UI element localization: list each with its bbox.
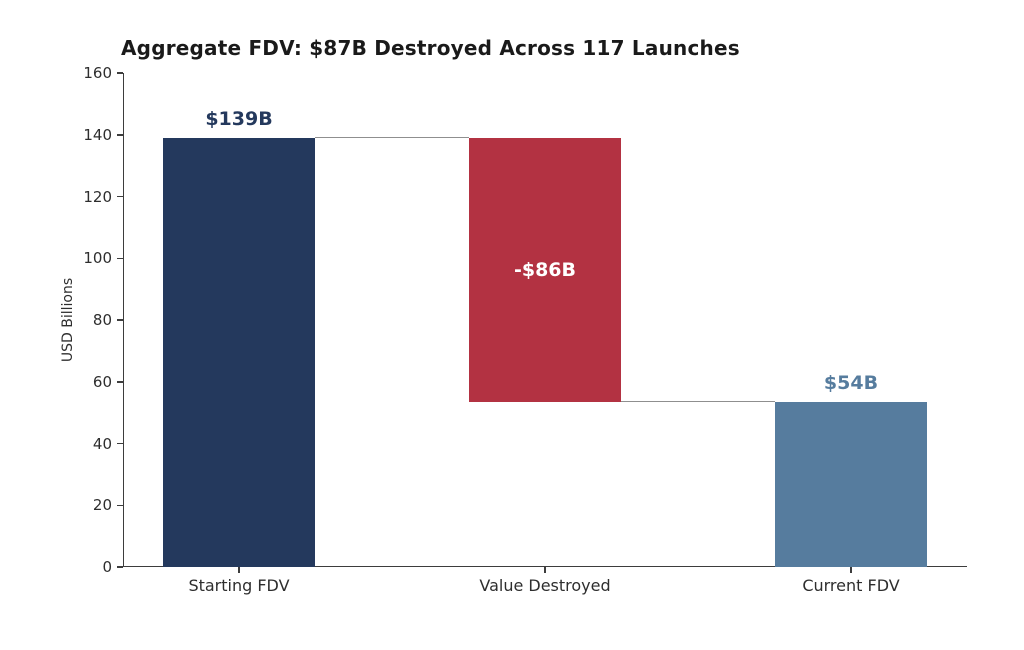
waterfall-connector-1 — [621, 401, 775, 403]
y-tick-mark-80 — [117, 319, 123, 321]
bar-value-destroyed — [469, 137, 621, 402]
x-tick-mark-1 — [544, 567, 546, 573]
y-tick-label-20: 20 — [92, 496, 112, 515]
bar-value-label-1: -$86B — [513, 258, 577, 281]
chart-title: Aggregate FDV: $87B Destroyed Across 117… — [121, 36, 740, 60]
y-tick-label-100: 100 — [83, 249, 112, 268]
y-tick-mark-40 — [117, 442, 123, 445]
waterfall-connector-0 — [315, 137, 469, 139]
y-tick-label-120: 120 — [83, 187, 112, 206]
y-tick-mark-0 — [117, 566, 123, 568]
bar-value-label-0: $139B — [205, 107, 273, 130]
y-tick-label-160: 160 — [83, 64, 112, 82]
y-tick-label-80: 80 — [92, 311, 112, 329]
y-tick-label-0: 0 — [102, 558, 112, 576]
plot-area: 0 20 40 60 80 100 120 140 160 $139B Starting FDV -$… — [83, 65, 967, 595]
y-tick-label-60: 60 — [92, 372, 112, 391]
x-tick-mark-0 — [238, 567, 240, 573]
x-tick-label-0: Starting FDV — [188, 576, 290, 595]
x-tick-label-1: Value Destroyed — [479, 576, 611, 595]
bar-value-label-2: $54B — [823, 371, 879, 394]
y-tick-mark-140 — [117, 134, 123, 136]
y-tick-mark-100 — [117, 257, 123, 259]
y-tick-mark-160 — [117, 72, 123, 74]
y-tick-mark-60 — [117, 381, 123, 383]
bar-current-fdv — [775, 401, 927, 567]
y-tick-mark-120 — [117, 195, 123, 198]
y-tick-label-40: 40 — [92, 434, 112, 453]
x-tick-mark-2 — [850, 567, 852, 573]
x-tick-label-2: Current FDV — [802, 576, 900, 595]
y-tick-label-140: 140 — [83, 125, 112, 144]
bar-starting-fdv — [163, 137, 315, 567]
y-tick-mark-20 — [117, 504, 123, 506]
